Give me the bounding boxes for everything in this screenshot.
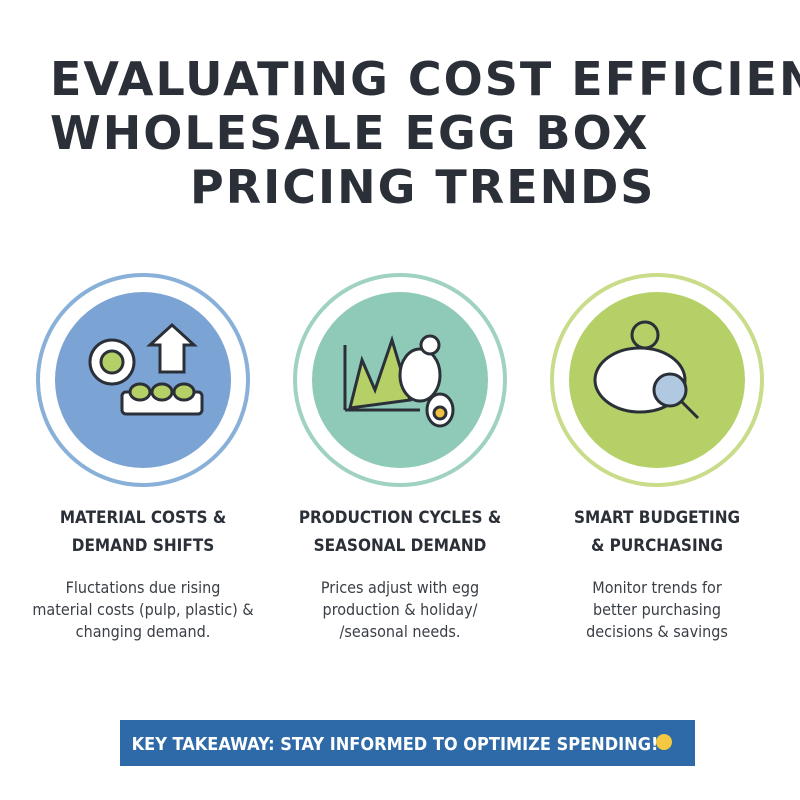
card-text: changing demand.	[76, 622, 211, 641]
ring	[550, 273, 764, 487]
card-title: SEASONAL DEMAND	[314, 536, 487, 556]
card-title: MATERIAL COSTS &	[60, 508, 226, 528]
card-text: material costs (pulp, plastic) &	[32, 600, 253, 619]
ring	[293, 273, 507, 487]
card-text: production & holiday/	[323, 600, 478, 619]
card-text: Prices adjust with egg	[321, 578, 479, 597]
circle	[55, 292, 231, 468]
bulb	[656, 734, 672, 750]
banner-bg	[120, 720, 695, 766]
icon	[88, 320, 700, 428]
card-text: /seasonal needs.	[340, 622, 461, 641]
card-title: SMART BUDGETING	[574, 508, 740, 528]
card-title: & PURCHASING	[591, 536, 723, 556]
card-text: Monitor trends for	[592, 578, 722, 597]
card-text: better purchasing	[593, 600, 721, 619]
title: EVALUATING COST EFFICIENCY:	[50, 52, 800, 106]
card-title: DEMAND SHIFTS	[72, 536, 214, 556]
card-text: decisions & savings	[586, 622, 728, 641]
ring	[36, 273, 250, 487]
title: WHOLESALE EGG BOX	[50, 106, 650, 160]
banner: KEY TAKEAWAY: STAY INFORMED TO OPTIMIZE …	[132, 734, 659, 755]
title: PRICING TRENDS	[190, 160, 655, 214]
card-title: PRODUCTION CYCLES &	[299, 508, 501, 528]
card-text: Fluctations due rising	[66, 578, 221, 597]
